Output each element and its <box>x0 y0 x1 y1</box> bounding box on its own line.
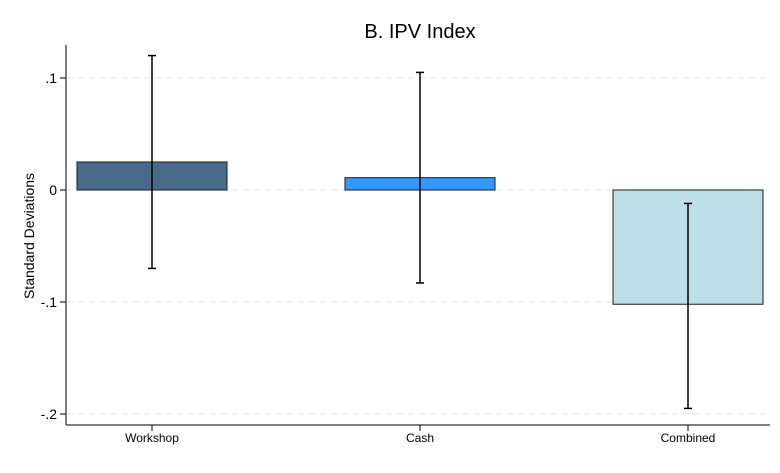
y-tick-label: -.1 <box>41 294 58 310</box>
y-tick-label: 0 <box>49 182 57 198</box>
axes <box>65 45 770 426</box>
y-axis-title: Standard Deviations <box>21 173 37 299</box>
y-ticks: .1 0 -.1 -.2 <box>41 70 66 422</box>
x-tick-label-workshop: Workshop <box>125 431 179 445</box>
x-tick-label-combined: Combined <box>661 431 716 445</box>
error-bars <box>148 54 692 410</box>
y-tick-label: -.2 <box>41 406 58 422</box>
y-tick-label: .1 <box>45 70 57 86</box>
x-ticks: Workshop Cash Combined <box>125 425 715 445</box>
chart-title: B. IPV Index <box>364 21 475 43</box>
x-tick-label-cash: Cash <box>406 431 434 445</box>
